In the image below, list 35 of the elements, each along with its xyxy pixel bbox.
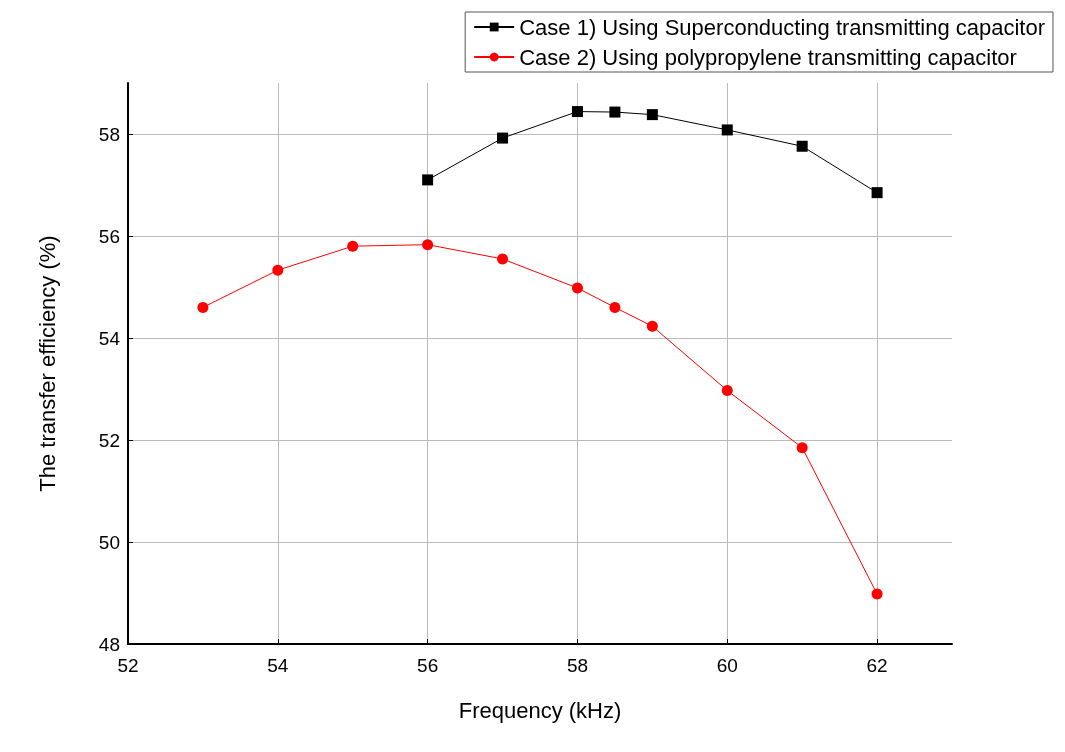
point [721, 385, 733, 397]
x-axis-title: Frequency (kHz) [458, 697, 622, 723]
y-tick-label: 58 [98, 123, 120, 145]
y-tick-label: 50 [98, 531, 120, 553]
point [796, 140, 808, 152]
point [609, 301, 621, 313]
y-tick-label: 56 [98, 225, 120, 247]
point [609, 106, 621, 118]
point [796, 442, 808, 454]
point [422, 174, 434, 186]
point [871, 187, 883, 199]
x-tick-label: 54 [267, 655, 289, 676]
point [497, 253, 509, 265]
point [571, 282, 583, 294]
x-tick-label: 60 [716, 655, 738, 676]
point [497, 132, 509, 144]
point [871, 588, 883, 600]
x-tick-label: 62 [866, 655, 888, 676]
point [272, 264, 284, 276]
point [646, 320, 658, 332]
point [197, 301, 209, 313]
point [721, 124, 733, 136]
legend-label: Case 1) Using Superconducting transmitting capacitor [519, 14, 1046, 40]
x-tick-label: 56 [417, 655, 439, 676]
point [646, 109, 658, 121]
x-tick-label: 52 [117, 655, 139, 676]
y-axis-title: The transfer efficiency (%) [34, 235, 60, 492]
point [347, 240, 359, 252]
x-tick-label: 58 [566, 655, 589, 676]
point [422, 239, 434, 251]
y-tick-label: 52 [98, 429, 120, 451]
legend-label: Case 2) Using polypropylene transmitting capacitor [519, 44, 1017, 70]
point [571, 106, 583, 118]
y-tick-label: 54 [98, 327, 121, 349]
y-tick-label: 48 [98, 633, 120, 655]
